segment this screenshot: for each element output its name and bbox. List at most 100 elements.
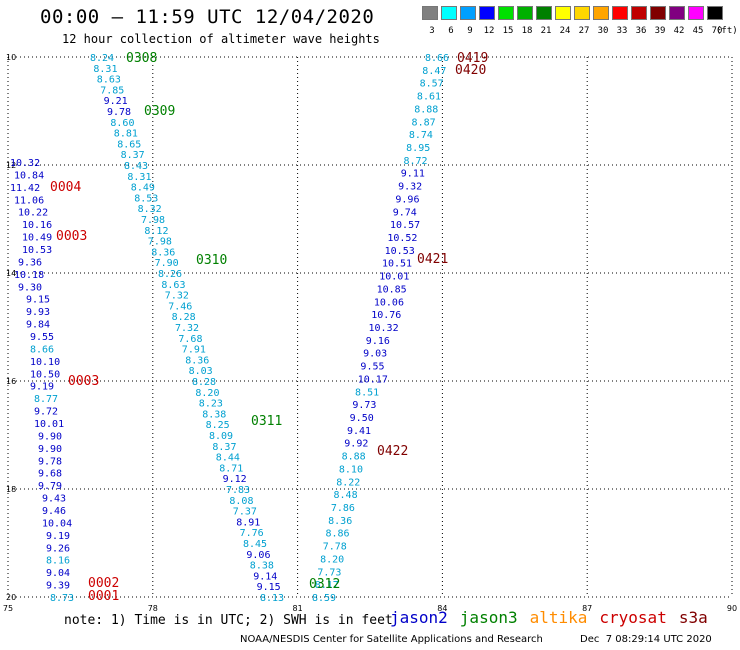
generation-timestamp: Dec 7 08:29:14 UTC 2020 [580,634,712,645]
pass-number-label: 0421 [417,252,448,267]
wave-height-value: 7.46 [168,301,192,312]
legend-swatch [536,6,552,20]
wave-height-value: 9.78 [107,107,131,118]
legend-swatch-label: 45 [692,26,704,36]
legend-unit-label: (ft) [716,26,738,36]
wave-height-value: 11.42 [10,183,40,194]
legend-swatch-label: 15 [502,26,514,36]
wave-height-value: 7.68 [178,334,202,345]
wave-height-value: 9.39 [46,581,70,592]
map-ticks: 75 78 81 84 87 90 10 12 14 16 18 20 [3,53,737,613]
wave-height-value: 10.51 [382,259,412,270]
legend-swatch [669,6,685,20]
legend-swatch [707,6,723,20]
lon-tick-label: 81 [293,604,303,613]
mission-label-s3a: s3a [678,608,708,627]
wave-height-value: 9.32 [398,182,422,193]
legend-swatch-label: 27 [578,26,590,36]
pass-number-label: 0001 [88,589,119,604]
wave-height-value: 8.23 [199,399,223,410]
wave-height-value: 9.68 [38,469,62,480]
wave-height-value: 7.73 [317,567,341,578]
mission-label-jason3: jason3 [459,608,518,627]
wave-height-value: 9.74 [393,207,417,218]
wave-height-value: 7.86 [331,503,355,514]
lon-tick-label: 87 [582,604,592,613]
legend-swatch-label: 39 [654,26,666,36]
mission-label-jason2: jason2 [390,608,448,627]
wave-height-value: 8.63 [161,280,185,291]
wave-height-value: 8.10 [339,464,363,475]
wave-height-value: 9.55 [360,362,384,373]
legend-swatch [517,6,533,20]
legend-swatch-label: 21 [540,26,552,36]
mission-label-altika: altika [529,608,588,627]
wave-height-value: 7.76 [240,528,264,539]
map-grid [7,56,733,598]
wave-height-value: 9.03 [363,349,387,360]
wave-height-value: 7.90 [155,258,179,269]
wave-height-value: 8.91 [236,517,260,528]
wave-height-value: 9.15 [26,295,50,306]
lat-tick-label: 14 [6,269,16,278]
wave-height-value: 9.79 [38,481,62,492]
legend-swatch-label: 3 [429,26,435,36]
legend-swatch [441,6,457,20]
wave-height-value: 8.43 [124,161,148,172]
wave-height-value: 7.37 [233,507,257,518]
wave-height-value: 10.49 [22,233,52,244]
wave-height-value: 7.83 [226,485,250,496]
legend-swatch [422,6,438,20]
wave-height-value: 9.04 [46,568,70,579]
wave-height-value: 8.20 [320,554,344,565]
wave-height-value: 8.65 [117,139,141,150]
wave-height-value: 7.32 [175,323,199,334]
wave-height-value: 8.09 [209,431,233,442]
mission-legend: jason2 jason3 altika cryosat s3a [390,608,720,627]
wave-height-value: 8.61 [417,92,441,103]
legend-swatch [612,6,628,20]
wave-height-value: 9.90 [38,431,62,442]
wave-height-value: 8.74 [409,130,433,141]
wave-height-value: 8.38 [250,561,274,572]
wave-height-value: 9.12 [223,474,247,485]
pass-number-label: 0003 [68,374,99,389]
wave-height-value: 10.01 [34,419,64,430]
legend-swatch [593,6,609,20]
wave-height-value: 8.36 [328,516,352,527]
wave-height-value: 10.32 [369,323,399,334]
pass-number-label: 0002 [88,576,119,591]
wave-height-value: 10.06 [374,297,404,308]
wave-height-value: 8.88 [342,452,366,463]
legend-swatch-label: 18 [521,26,533,36]
wave-height-value: 8.20 [195,388,219,399]
lat-tick-label: 16 [6,377,16,386]
wave-height-value: 8.03 [189,366,213,377]
legend-swatch [460,6,476,20]
page-title: 00:00 — 11:59 UTC 12/04/2020 [40,6,375,28]
wave-height-value: 8.37 [121,150,145,161]
wave-height-value: 8.12 [144,226,168,237]
wave-height-value: 8.86 [325,529,349,540]
legend-swatch-label: 42 [673,26,685,36]
wave-height-value: 8.24 [90,53,114,64]
wave-height-value: 7.85 [100,85,124,96]
wave-height-value: 8.71 [219,463,243,474]
wave-height-value: 8.38 [202,409,226,420]
wave-height-value: 10.57 [390,220,420,231]
wave-height-value: 9.93 [26,307,50,318]
legend-swatch [688,6,704,20]
wave-height-value: 10.76 [371,310,401,321]
legend-swatch [574,6,590,20]
wave-height-value: 8.60 [110,118,134,129]
legend-swatch-label: 33 [616,26,628,36]
legend-swatch [498,6,514,20]
wave-height-value: 10.50 [30,369,60,380]
wave-height-value: 9.16 [366,336,390,347]
credit-line: NOAA/NESDIS Center for Satellite Applica… [240,634,543,645]
wave-height-value: 8.28 [172,312,196,323]
wave-height-value: 8.44 [216,453,240,464]
pass-labels: 0308 0309 0310 0311 0312 0004 0003 0003 00020001… [50,51,488,604]
wave-height-value: 9.14 [253,571,277,582]
wave-height-value: 7.78 [323,542,347,553]
